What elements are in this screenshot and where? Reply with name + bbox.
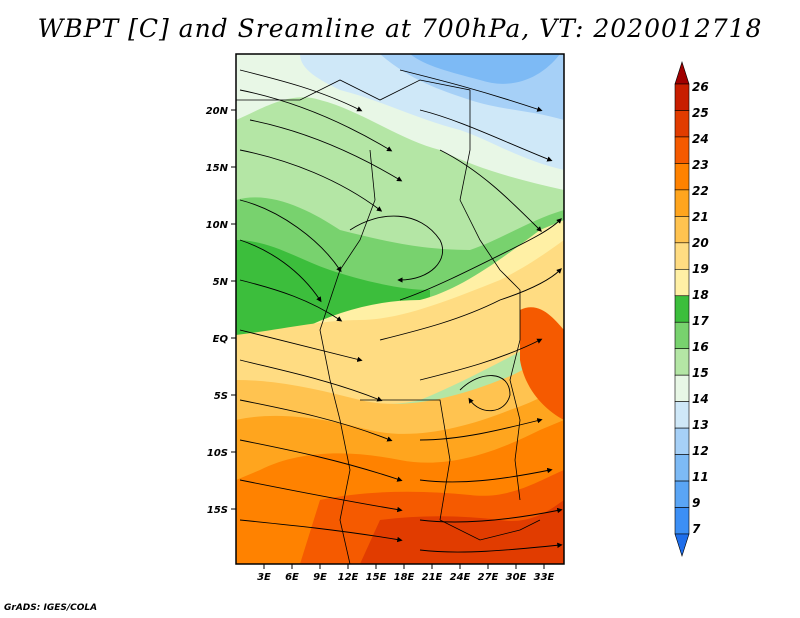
lat-label: 5N bbox=[213, 277, 229, 288]
colorbar-label: 11 bbox=[692, 470, 709, 484]
lat-axis bbox=[231, 109, 236, 510]
colorbar-swatch bbox=[674, 136, 690, 164]
lat-label: 20N bbox=[206, 106, 229, 117]
colorbar-label: 26 bbox=[692, 80, 709, 94]
colorbar-top-arrow bbox=[674, 61, 690, 85]
colorbar-swatch bbox=[674, 83, 690, 111]
lat-label: 10S bbox=[207, 448, 228, 459]
lon-label: 24E bbox=[450, 572, 471, 583]
colorbar-label: 9 bbox=[692, 496, 700, 510]
colorbar-label: 24 bbox=[692, 132, 709, 146]
lon-label: 3E bbox=[257, 572, 271, 583]
colorbar-label: 21 bbox=[692, 210, 709, 224]
lat-label: EQ bbox=[213, 334, 229, 345]
colorbar-swatch bbox=[674, 295, 690, 323]
lon-label: 18E bbox=[394, 572, 415, 583]
colorbar-label: 22 bbox=[692, 184, 709, 198]
colorbar-swatch bbox=[674, 110, 690, 138]
colorbar-swatch bbox=[674, 454, 690, 482]
lat-label: 10N bbox=[206, 220, 229, 231]
lon-label: 33E bbox=[534, 572, 555, 583]
colorbar-swatch bbox=[674, 480, 690, 508]
colorbar-label: 18 bbox=[692, 288, 709, 302]
colorbar-label: 16 bbox=[692, 340, 709, 354]
map-frame bbox=[235, 53, 565, 565]
colorbar-swatch bbox=[674, 163, 690, 191]
temperature-field bbox=[236, 54, 564, 564]
grads-credit: GrADS: IGES/COLA bbox=[4, 603, 98, 613]
colorbar-swatch bbox=[674, 216, 690, 244]
colorbar-label: 23 bbox=[692, 158, 709, 172]
lon-axis bbox=[263, 564, 545, 569]
colorbar-bottom-arrow bbox=[674, 533, 690, 557]
colorbar bbox=[674, 61, 690, 557]
colorbar-swatch bbox=[674, 401, 690, 429]
streamlines bbox=[239, 69, 563, 553]
lat-label: 5S bbox=[214, 391, 228, 402]
colorbar-label: 12 bbox=[692, 444, 709, 458]
colorbar-swatch bbox=[674, 189, 690, 217]
lat-label: 15N bbox=[206, 163, 229, 174]
colorbar-swatch bbox=[674, 242, 690, 270]
colorbar-swatch bbox=[674, 268, 690, 297]
lat-label: 15S bbox=[207, 505, 228, 516]
lon-label: 21E bbox=[422, 572, 443, 583]
lon-label: 12E bbox=[338, 572, 359, 583]
colorbar-swatch bbox=[674, 348, 690, 376]
colorbar-label: 14 bbox=[692, 392, 709, 406]
colorbar-label: 20 bbox=[692, 236, 709, 250]
colorbar-swatch bbox=[674, 507, 690, 535]
colorbar-label: 17 bbox=[692, 314, 709, 328]
colorbar-label: 19 bbox=[692, 262, 709, 276]
lon-label: 9E bbox=[313, 572, 327, 583]
colorbar-swatch bbox=[674, 321, 690, 350]
colorbar-label: 7 bbox=[692, 522, 701, 536]
lon-label: 27E bbox=[478, 572, 499, 583]
colorbar-swatch bbox=[674, 374, 690, 402]
colorbar-label: 15 bbox=[692, 366, 709, 380]
lon-label: 6E bbox=[285, 572, 299, 583]
colorbar-label: 25 bbox=[692, 106, 709, 120]
colorbar-label: 13 bbox=[692, 418, 709, 432]
lon-label: 30E bbox=[506, 572, 527, 583]
lon-label: 15E bbox=[366, 572, 387, 583]
colorbar-swatch bbox=[674, 427, 690, 455]
chart-title: WBPT [C] and Sreamline at 700hPa, VT: 20… bbox=[37, 14, 763, 43]
